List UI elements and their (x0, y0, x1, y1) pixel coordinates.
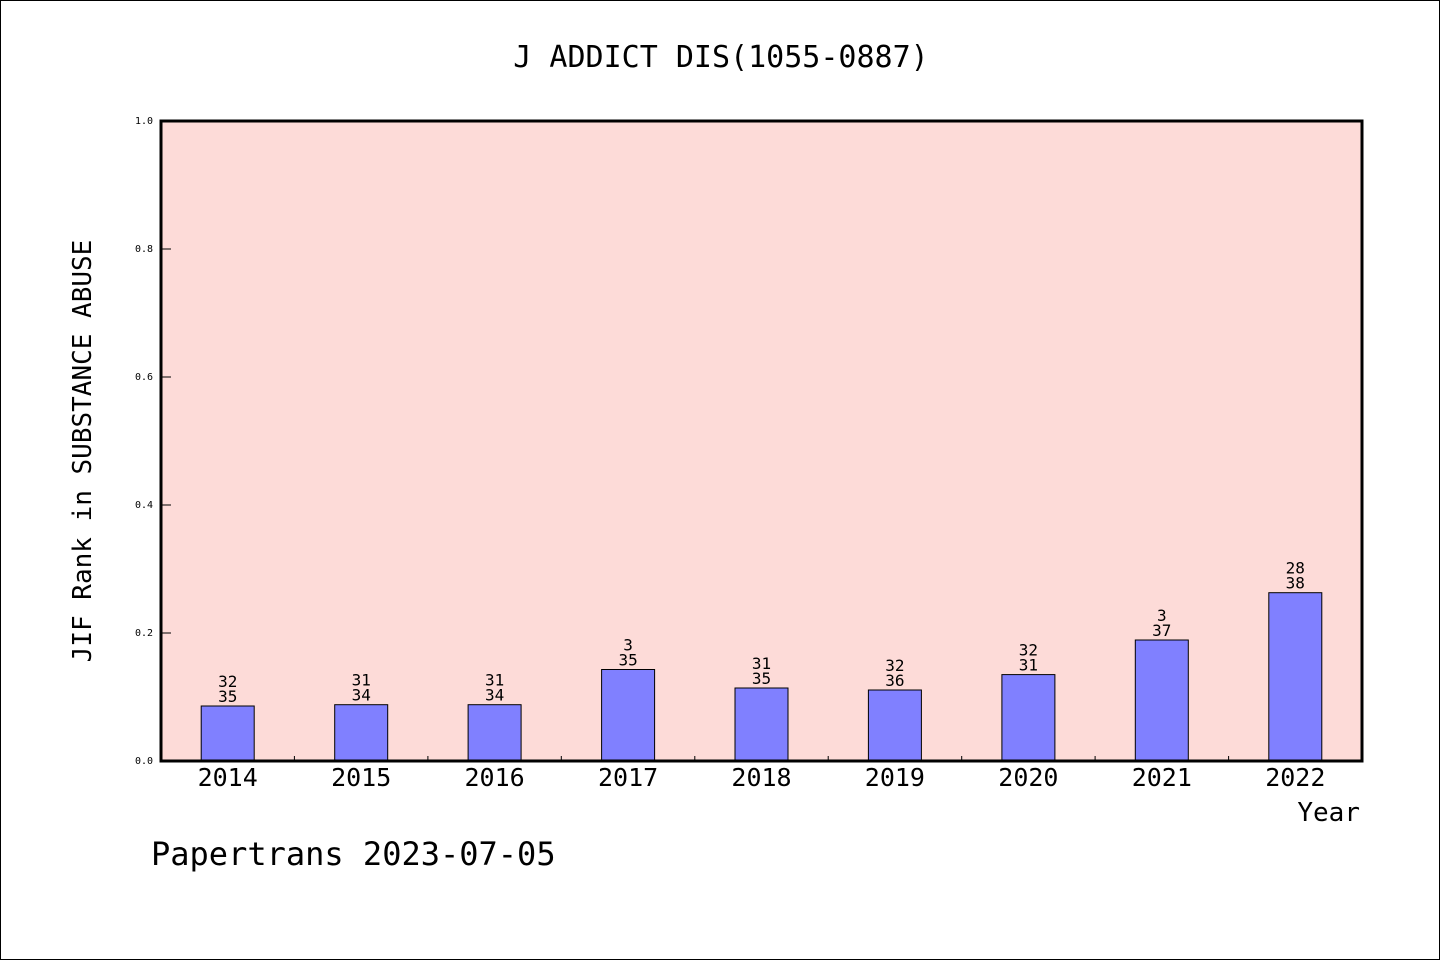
bar-label-top-2019: 32 (885, 656, 904, 675)
x-tick-label-2019: 2019 (865, 763, 925, 792)
bar-label-bottom-2020: 31 (1019, 656, 1038, 675)
bar-2014 (200, 705, 255, 762)
bar-label-top-2022: 28 (1286, 559, 1305, 578)
x-tick-label-2014: 2014 (198, 763, 258, 792)
bars-group (200, 592, 1323, 762)
bar-label-bottom-2017: 35 (618, 651, 637, 670)
bar-label-bottom-2015: 34 (352, 686, 371, 705)
bar-label-top-2017: 3 (623, 636, 633, 655)
bar-2017 (601, 669, 656, 762)
x-axis-label: Year (1297, 798, 1360, 828)
bar-2019 (867, 689, 922, 762)
plot-border (159, 119, 1364, 763)
x-tick-label-2016: 2016 (464, 763, 524, 792)
y-tick-label-0.2: 0.2 (135, 628, 153, 639)
x-tick-label-2022: 2022 (1265, 763, 1325, 792)
bar-label-top-2018: 31 (752, 654, 771, 673)
bar-label-bottom-2014: 35 (218, 687, 237, 706)
y-tick-label-0.8: 0.8 (135, 244, 153, 255)
bar-2021 (1134, 639, 1189, 762)
bar-label-bottom-2019: 36 (885, 671, 904, 690)
x-ticks-group: 2014 2015 2016 2017 2018 2019 2020 2021 2022 (198, 756, 1325, 792)
y-tick-label-0.4: 0.4 (135, 500, 153, 511)
x-tick-label-2021: 2021 (1132, 763, 1192, 792)
bar-label-top-2020: 32 (1019, 641, 1038, 660)
bar-2022 (1268, 592, 1323, 762)
footer-text: Papertrans 2023-07-05 (151, 835, 556, 873)
x-tick-label-2018: 2018 (731, 763, 791, 792)
x-tick-label-2015: 2015 (331, 763, 391, 792)
bar-label-bottom-2018: 35 (752, 669, 771, 688)
y-tick-label-1.0: 1.0 (135, 116, 153, 127)
bar-label-bottom-2016: 34 (485, 686, 504, 705)
bar-label-top-2021: 3 (1157, 606, 1167, 625)
bar-2020 (1001, 674, 1056, 762)
y-tick-label-0.0: 0.0 (135, 756, 153, 767)
bar-label-bottom-2022: 38 (1286, 574, 1305, 593)
bar-label-top-2015: 31 (352, 671, 371, 690)
bar-label-bottom-2021: 37 (1152, 621, 1171, 640)
bar-2015 (334, 704, 389, 762)
x-tick-label-2017: 2017 (598, 763, 658, 792)
bar-label-top-2016: 31 (485, 671, 504, 690)
chart-title: J ADDICT DIS(1055-0887) (513, 40, 928, 75)
x-tick-label-2020: 2020 (998, 763, 1058, 792)
bar-2016 (467, 704, 522, 762)
bar-2018 (734, 687, 789, 762)
y-axis-label: JIF Rank in SUBSTANCE ABUSE (68, 240, 98, 663)
y-tick-label-0.6: 0.6 (135, 372, 153, 383)
bar-label-top-2014: 32 (218, 672, 237, 691)
